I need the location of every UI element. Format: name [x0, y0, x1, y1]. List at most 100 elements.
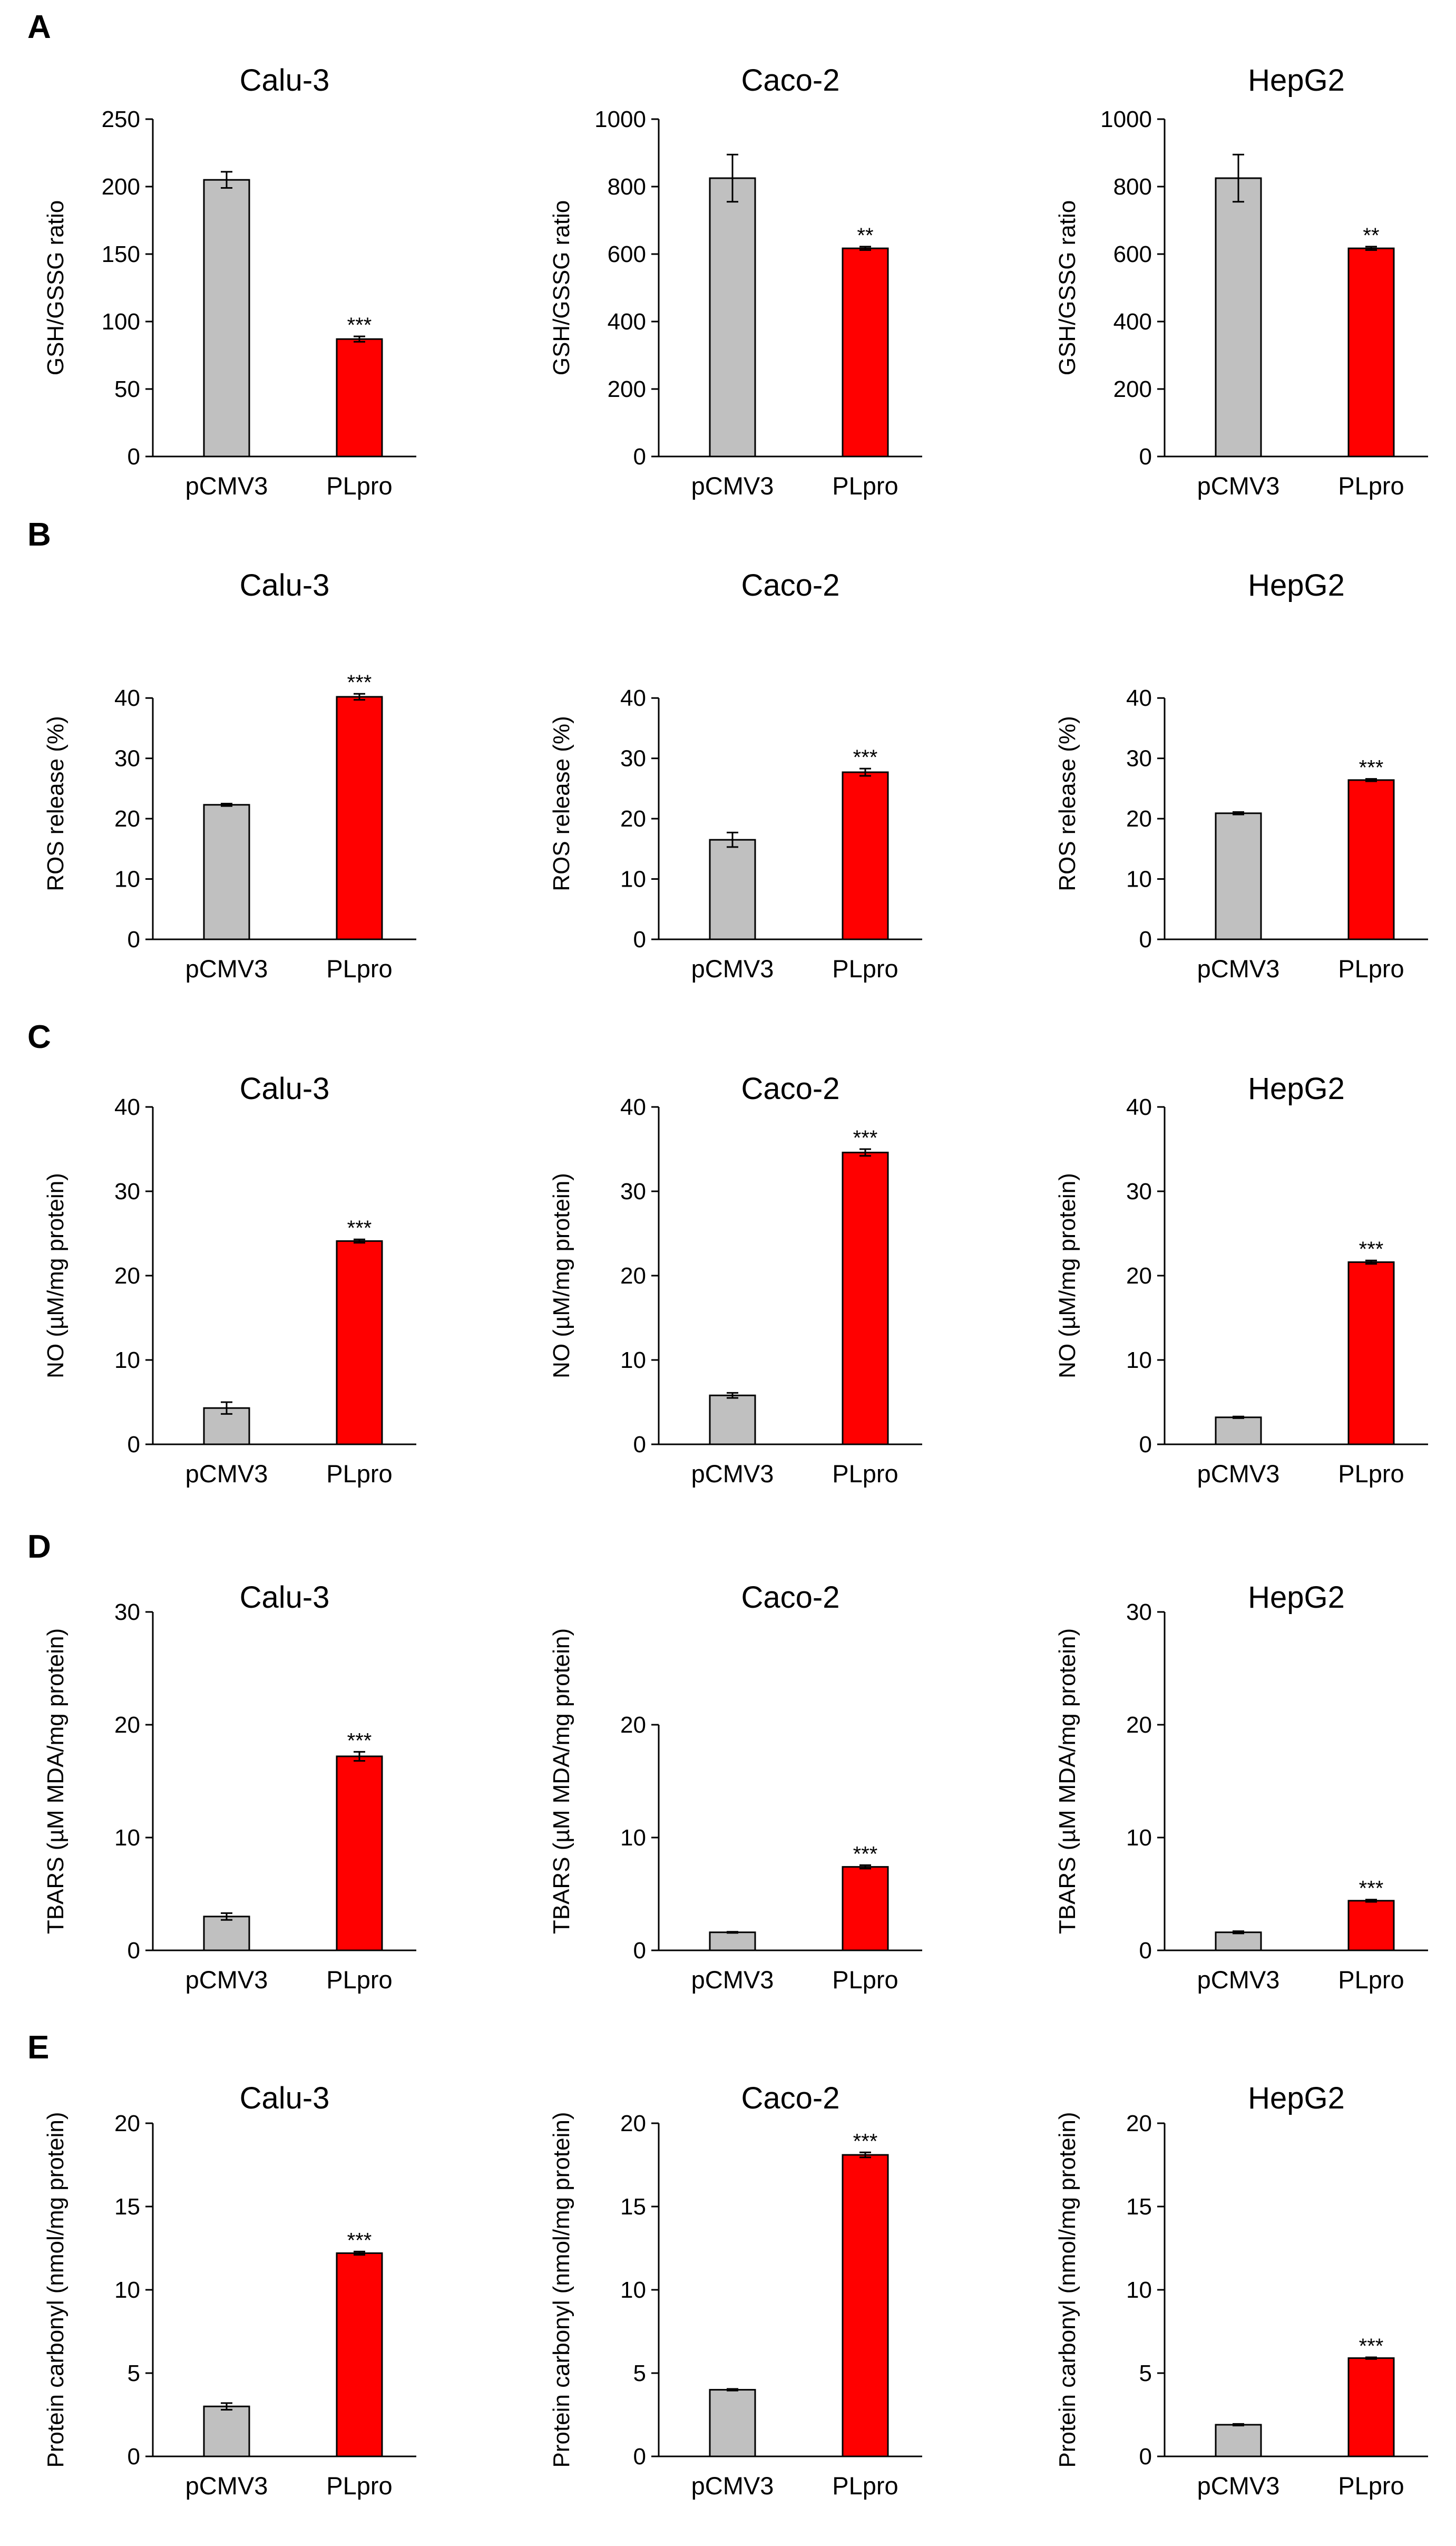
- y-tick-label: 15: [620, 2194, 646, 2220]
- y-tick-label: 200: [102, 174, 140, 200]
- bar-pcmv3: [203, 2405, 250, 2457]
- significance-marker: ***: [1359, 1877, 1384, 1900]
- bar-plpro: [842, 2154, 889, 2457]
- y-tick-label: 20: [620, 806, 646, 832]
- y-tick-label: 10: [1126, 1347, 1152, 1373]
- y-tick-label: 5: [633, 2360, 646, 2386]
- bar-pcmv3: [1215, 1416, 1262, 1445]
- category-label: pCMV3: [1197, 1966, 1280, 1994]
- significance-marker: ***: [1359, 2335, 1384, 2358]
- bar-plpro: [336, 696, 383, 940]
- bar-plpro: [336, 1240, 383, 1445]
- y-tick-label: 10: [114, 867, 140, 892]
- significance-marker: ***: [853, 746, 878, 769]
- y-tick-label: 0: [128, 2444, 140, 2470]
- y-tick-label: 600: [608, 241, 646, 267]
- category-label: pCMV3: [185, 472, 268, 500]
- y-tick-label: 10: [620, 1825, 646, 1851]
- y-tick-label: 0: [1139, 927, 1152, 953]
- bar-pcmv3: [1215, 812, 1262, 940]
- significance-marker: ***: [347, 2229, 372, 2252]
- category-label: PLpro: [326, 472, 392, 500]
- category-label: PLpro: [832, 1460, 898, 1488]
- bar-plpro: [1347, 779, 1395, 940]
- category-label: PLpro: [326, 1966, 392, 1994]
- category-label: PLpro: [1338, 1966, 1404, 1994]
- bar-plpro: [842, 1151, 889, 1445]
- y-tick-label: 30: [620, 746, 646, 772]
- bar-plpro: [1347, 1261, 1395, 1445]
- y-tick-label: 30: [114, 1179, 140, 1204]
- chart-D-caco-2: Caco-2 TBARS (µM MDA/mg protein) 0 10 20 pCMV…: [549, 1580, 922, 1994]
- bar-plpro: [336, 2252, 383, 2457]
- y-tick-label: 30: [620, 1179, 646, 1204]
- category-label: pCMV3: [1197, 955, 1280, 983]
- bar-pcmv3: [203, 1916, 250, 1951]
- y-tick-label: 10: [114, 1825, 140, 1851]
- y-axis-label: TBARS (µM MDA/mg protein): [1054, 1628, 1080, 1934]
- y-tick-label: 0: [633, 2444, 646, 2470]
- y-tick-label: 10: [114, 2277, 140, 2303]
- y-tick-label: 100: [102, 309, 140, 335]
- chart-E-calu-3: Calu-3 Protein carbonyl (nmol/mg protein)…: [43, 2081, 416, 2500]
- y-tick-label: 20: [114, 1263, 140, 1289]
- y-tick-label: 250: [102, 106, 140, 132]
- panel-label: C: [27, 1019, 51, 1055]
- y-axis-label: Protein carbonyl (nmol/mg protein): [43, 2112, 69, 2468]
- significance-marker: ***: [853, 1126, 878, 1150]
- bar-plpro: [1347, 2357, 1395, 2457]
- category-label: PLpro: [1338, 472, 1404, 500]
- y-axis-label: GSH/GSSG ratio: [549, 200, 574, 376]
- chart-C-hepg2: HepG2 NO (µM/mg protein) 0 10 20 30 40 pCMV3 ***…: [1054, 1072, 1428, 1488]
- chart-title: Calu-3: [240, 63, 330, 98]
- y-tick-label: 10: [620, 1347, 646, 1373]
- bar-pcmv3: [1215, 1931, 1262, 1951]
- y-tick-label: 0: [1139, 1938, 1152, 1964]
- bar-pcmv3: [709, 177, 756, 458]
- y-tick-label: 40: [1126, 1094, 1152, 1120]
- chart-D-calu-3: Calu-3 TBARS (µM MDA/mg protein) 0 10 20 30 pC…: [43, 1580, 416, 1994]
- chart-title: Caco-2: [741, 1580, 840, 1615]
- bar-pcmv3: [203, 179, 250, 458]
- y-tick-label: 20: [114, 2111, 140, 2136]
- category-label: pCMV3: [185, 2472, 268, 2500]
- y-tick-label: 20: [1126, 806, 1152, 832]
- significance-marker: ***: [853, 1842, 878, 1865]
- y-axis-label: ROS release (%): [1054, 716, 1080, 891]
- y-tick-label: 30: [1126, 1179, 1152, 1204]
- y-tick-label: 30: [114, 1599, 140, 1625]
- y-tick-label: 0: [128, 444, 140, 470]
- y-tick-label: 400: [608, 309, 646, 335]
- chart-A-hepg2: HepG2 GSH/GSSG ratio 0 200 400 600 800 1000 pCMV…: [1054, 63, 1428, 500]
- y-tick-label: 20: [114, 806, 140, 832]
- category-label: PLpro: [832, 2472, 898, 2500]
- y-tick-label: 0: [633, 1432, 646, 1457]
- category-label: PLpro: [832, 1966, 898, 1994]
- y-tick-label: 200: [608, 376, 646, 402]
- y-axis-label: GSH/GSSG ratio: [1054, 200, 1080, 376]
- y-axis-label: Protein carbonyl (nmol/mg protein): [1054, 2112, 1080, 2468]
- chart-title: Caco-2: [741, 1072, 840, 1106]
- y-tick-label: 50: [114, 376, 140, 402]
- y-tick-label: 40: [620, 1094, 646, 1120]
- bar-plpro: [1347, 247, 1395, 458]
- bar-pcmv3: [709, 2389, 756, 2457]
- y-axis-label: GSH/GSSG ratio: [43, 200, 69, 376]
- y-tick-label: 10: [620, 867, 646, 892]
- bar-pcmv3: [709, 1394, 756, 1445]
- category-label: pCMV3: [185, 1460, 268, 1488]
- y-tick-label: 20: [1126, 1263, 1152, 1289]
- y-tick-label: 30: [1126, 746, 1152, 772]
- panel-label: B: [27, 517, 51, 553]
- chart-E-caco-2: Caco-2 Protein carbonyl (nmol/mg protein)…: [549, 2081, 922, 2500]
- panel-label: E: [27, 2029, 49, 2066]
- y-tick-label: 600: [1113, 241, 1152, 267]
- category-label: PLpro: [1338, 955, 1404, 983]
- y-tick-label: 15: [114, 2194, 140, 2220]
- y-tick-label: 5: [128, 2360, 140, 2386]
- y-axis-label: ROS release (%): [549, 716, 574, 891]
- y-axis-label: Protein carbonyl (nmol/mg protein): [549, 2112, 574, 2468]
- chart-A-caco-2: Caco-2 GSH/GSSG ratio 0 200 400 600 800 1000 pCM…: [549, 63, 922, 500]
- category-label: pCMV3: [185, 955, 268, 983]
